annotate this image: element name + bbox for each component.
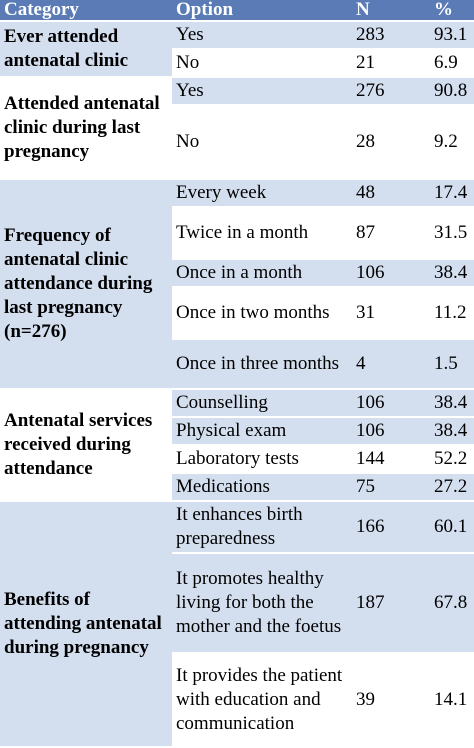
- category-cell: Benefits of attending antenatal during p…: [0, 502, 172, 746]
- option-cell: Yes: [172, 78, 352, 104]
- option-cell: It provides the patient with education a…: [176, 665, 343, 734]
- option-cell: Once in two months: [176, 302, 330, 323]
- pct-cell: 14.1: [434, 689, 468, 710]
- pct-cell: 6.9: [434, 52, 458, 73]
- option-cell: Medications: [172, 474, 352, 500]
- n-cell: 283: [352, 22, 430, 48]
- n-cell: 31: [356, 302, 375, 323]
- pct-cell: 93.1: [430, 22, 474, 48]
- n-cell: 144: [356, 448, 385, 469]
- option-cell: Once in a month: [172, 260, 352, 286]
- n-cell: 87: [356, 222, 375, 243]
- option-cell: Laboratory tests: [176, 448, 299, 469]
- option-cell: Counselling: [172, 390, 352, 416]
- pct-cell: 38.4: [430, 390, 474, 416]
- n-cell: 75: [352, 474, 430, 500]
- option-cell: Twice in a month: [176, 222, 309, 243]
- n-cell: 276: [352, 78, 430, 104]
- n-cell: 106: [352, 260, 430, 286]
- pct-cell: 60.1: [430, 502, 474, 552]
- category-cell: Frequency of antenatal clinic attendance…: [0, 180, 172, 388]
- pct-cell: 90.8: [430, 78, 474, 104]
- option-cell: Every week: [172, 180, 352, 206]
- option-cell: It promotes healthy living for both the …: [172, 554, 352, 652]
- option-cell: No: [176, 131, 200, 152]
- n-cell: 48: [352, 180, 430, 206]
- option-cell: Once in three months: [172, 340, 352, 388]
- header-cell: N: [352, 0, 430, 20]
- category-cell: Antenatal services received during atten…: [4, 410, 153, 479]
- option-cell: Physical exam: [172, 418, 352, 444]
- n-cell: 21: [356, 52, 375, 73]
- header-cell: %: [430, 0, 474, 20]
- pct-cell: 52.2: [434, 448, 468, 469]
- n-cell: 106: [352, 390, 430, 416]
- n-cell: 106: [352, 418, 430, 444]
- pct-cell: 27.2: [430, 474, 474, 500]
- option-cell: No: [176, 52, 200, 73]
- option-cell: Yes: [172, 22, 352, 48]
- n-cell: 166: [352, 502, 430, 552]
- pct-cell: 67.8: [430, 554, 474, 652]
- n-cell: 28: [356, 131, 375, 152]
- n-cell: 39: [356, 689, 375, 710]
- header-cell: Category: [0, 0, 172, 20]
- pct-cell: 31.5: [434, 222, 468, 243]
- category-cell: Attended antenatal clinic during last pr…: [4, 93, 160, 162]
- pct-cell: 38.4: [430, 260, 474, 286]
- pct-cell: 9.2: [434, 131, 458, 152]
- category-cell: Ever attended antenatal clinic: [0, 22, 172, 76]
- n-cell: 4: [352, 340, 430, 388]
- option-cell: It enhances birth preparedness: [172, 502, 352, 552]
- n-cell: 187: [352, 554, 430, 652]
- pct-cell: 17.4: [430, 180, 474, 206]
- pct-cell: 38.4: [430, 418, 474, 444]
- header-cell: Option: [172, 0, 352, 20]
- pct-cell: 1.5: [430, 340, 474, 388]
- pct-cell: 11.2: [434, 302, 467, 323]
